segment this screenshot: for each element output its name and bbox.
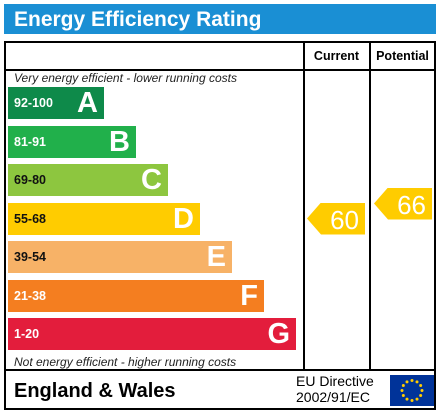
footer: England & Wales EU Directive 2002/91/EC [4, 371, 436, 410]
band-range: 55-68 [14, 211, 46, 226]
band-range: 92-100 [14, 96, 53, 110]
band-e: 39-54 E [8, 241, 232, 273]
directive-line-2: 2002/91/EC [296, 389, 370, 405]
band-c: 69-80 C [8, 164, 168, 196]
band-a: 92-100 A [8, 87, 104, 119]
current-rating-arrow: 60 [307, 202, 365, 235]
eu-star-icon [420, 389, 424, 392]
band-range: 81-91 [14, 134, 46, 149]
column-divider-current [303, 43, 305, 369]
band-f: 21-38 F [8, 279, 264, 312]
eu-star-icon [405, 397, 409, 401]
eu-star-icon [401, 384, 405, 387]
top-note: Very energy efficient - lower running co… [14, 71, 237, 85]
eu-star-icon [419, 394, 423, 397]
band-range: 21-38 [14, 288, 46, 303]
directive-label: EU Directive 2002/91/EC [296, 373, 374, 405]
band-g: 1-20 G [8, 318, 296, 350]
band-letter: E [206, 241, 226, 273]
eu-star-icon [405, 380, 409, 384]
band-d: 55-68 D [8, 202, 200, 235]
eu-star-icon [401, 394, 405, 397]
band-letter: B [109, 125, 130, 158]
rating-chart: Current Potential Very energy efficient … [4, 41, 436, 371]
eu-star-icon [419, 384, 423, 387]
eu-star-icon [410, 399, 414, 402]
band-letter: A [77, 87, 98, 119]
bottom-note: Not energy efficient - higher running co… [14, 355, 237, 369]
column-divider-potential [369, 43, 371, 369]
band-letter: D [173, 202, 194, 235]
band-range: 39-54 [14, 250, 46, 264]
current-column-header: Current [313, 49, 360, 63]
eu-star-icon [400, 389, 404, 392]
eu-star-icon [415, 380, 419, 384]
potential-column-header: Potential [376, 49, 429, 63]
header-divider [6, 69, 434, 71]
directive-line-1: EU Directive [296, 373, 374, 389]
country-label: England & Wales [14, 380, 176, 402]
potential-rating-arrow: 66 [374, 187, 432, 220]
eu-flag-icon [390, 375, 434, 406]
band-range: 1-20 [14, 327, 40, 341]
page-title: Energy Efficiency Rating [4, 4, 436, 34]
eu-star-icon [415, 397, 419, 401]
eu-star-icon [410, 379, 414, 382]
band-b: 81-91 B [8, 125, 136, 158]
band-letter: F [240, 279, 258, 312]
band-letter: G [267, 318, 290, 350]
band-letter: C [141, 164, 162, 196]
band-range: 69-80 [14, 173, 46, 187]
